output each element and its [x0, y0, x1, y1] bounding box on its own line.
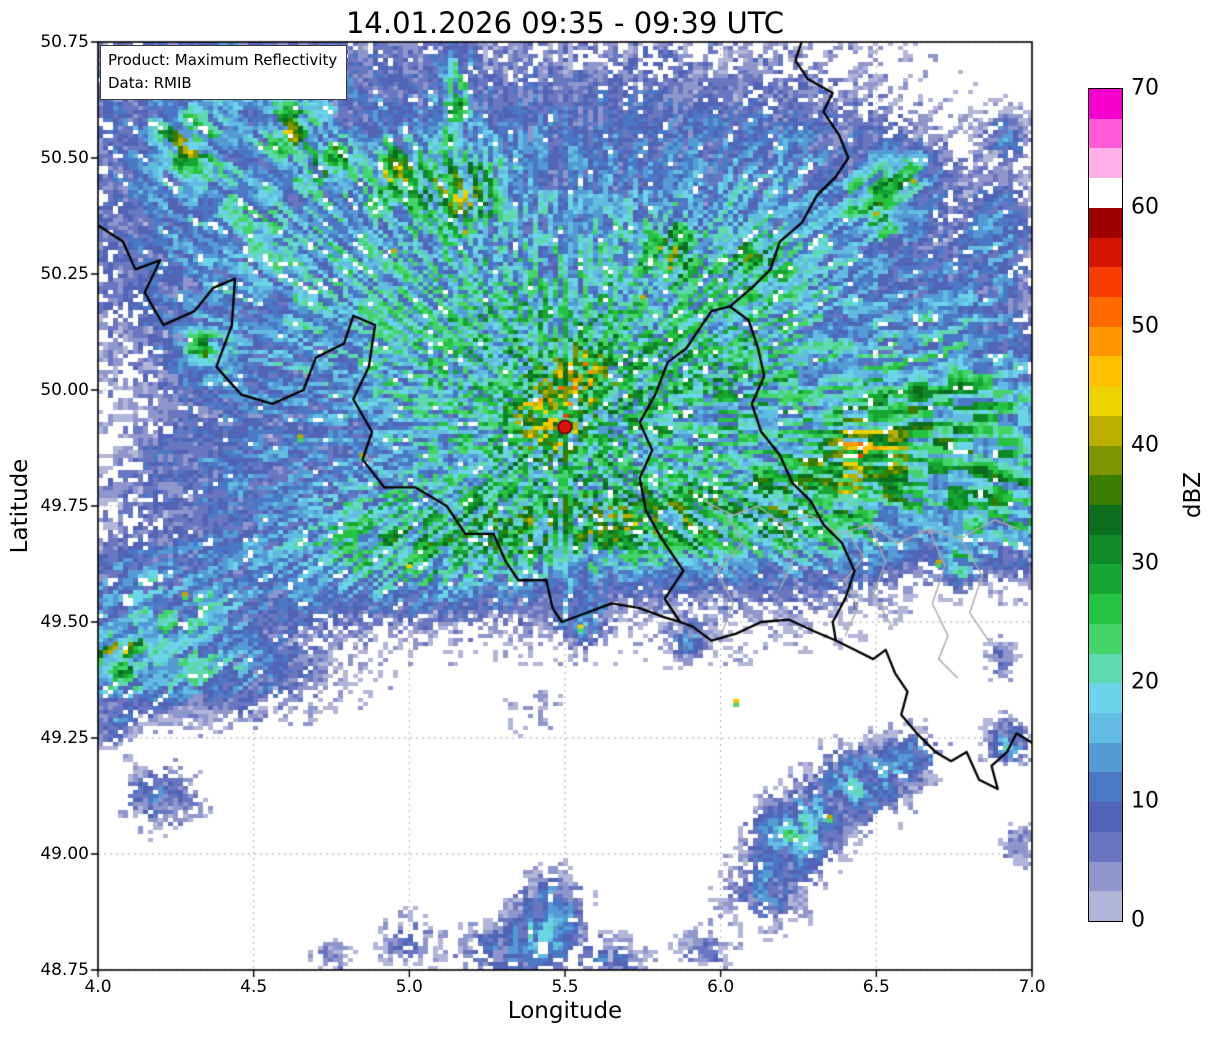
product-info-box: Product: Maximum Reflectivity Data: RMIB — [100, 45, 348, 100]
colorbar-segment — [1089, 207, 1122, 239]
colorbar-segment — [1089, 475, 1122, 506]
colorbar-tick-label: 20 — [1131, 669, 1159, 695]
y-tick-label: 49.75 — [40, 496, 89, 516]
colorbar-segment — [1089, 831, 1122, 863]
x-tick-label: 7.0 — [1018, 977, 1046, 997]
colorbar-tick-label: 60 — [1131, 194, 1159, 220]
colorbar-segment — [1089, 356, 1122, 387]
colorbar-segment — [1089, 178, 1122, 209]
colorbar-segment — [1089, 623, 1122, 655]
colorbar-segment — [1089, 326, 1122, 357]
y-axis-label: Latitude — [7, 458, 33, 554]
y-tick-label: 50.25 — [40, 264, 89, 284]
x-tick-label: 6.0 — [707, 977, 735, 997]
colorbar-segment — [1089, 742, 1122, 773]
colorbar — [1088, 88, 1123, 922]
colorbar-tick-label: 0 — [1131, 907, 1145, 933]
y-tick-label: 49.25 — [40, 728, 89, 748]
y-tick-label: 49.00 — [40, 844, 89, 864]
colorbar-segment — [1089, 861, 1122, 892]
colorbar-segment — [1089, 891, 1122, 922]
colorbar-segment — [1089, 118, 1122, 149]
colorbar-segment — [1089, 445, 1122, 476]
colorbar-tick-label: 30 — [1131, 550, 1159, 576]
colorbar-segment — [1089, 594, 1122, 625]
y-tick-label: 49.50 — [40, 612, 89, 632]
colorbar-segment — [1089, 386, 1122, 417]
colorbar-tick-label: 50 — [1131, 313, 1159, 339]
colorbar-segment — [1089, 267, 1122, 298]
colorbar-segment — [1089, 713, 1122, 744]
colorbar-segment — [1089, 415, 1122, 447]
x-tick-label: 4.5 — [240, 977, 268, 997]
colorbar-segment — [1089, 564, 1122, 595]
colorbar-tick-label: 70 — [1131, 75, 1159, 101]
x-tick-label: 5.0 — [395, 977, 423, 997]
x-tick-label: 6.5 — [862, 977, 890, 997]
data-source-label: Data: RMIB — [108, 73, 192, 92]
colorbar-segment — [1089, 802, 1122, 833]
colorbar-segment — [1089, 505, 1122, 536]
colorbar-axis-label: dBZ — [1180, 471, 1206, 519]
x-tick-label: 5.5 — [551, 977, 579, 997]
plot-title: 14.01.2026 09:35 - 09:39 UTC — [345, 6, 785, 40]
colorbar-segment — [1089, 683, 1122, 714]
y-tick-label: 50.75 — [40, 32, 89, 52]
colorbar-segment — [1089, 534, 1122, 565]
colorbar-segment — [1089, 297, 1122, 328]
colorbar-segment — [1089, 148, 1122, 179]
x-tick-label: 4.0 — [84, 977, 112, 997]
y-tick-label: 48.75 — [40, 960, 89, 980]
y-tick-label: 50.50 — [40, 148, 89, 168]
colorbar-tick-label: 10 — [1131, 788, 1159, 814]
y-tick-label: 50.00 — [40, 380, 89, 400]
x-axis-label: Longitude — [507, 998, 623, 1024]
colorbar-segment — [1089, 237, 1122, 268]
radar-site-marker — [557, 419, 573, 435]
colorbar-segment — [1089, 89, 1122, 120]
colorbar-tick-label: 40 — [1131, 432, 1159, 458]
colorbar-segment — [1089, 772, 1122, 803]
colorbar-segment — [1089, 653, 1122, 684]
product-label: Product: Maximum Reflectivity — [108, 51, 338, 69]
